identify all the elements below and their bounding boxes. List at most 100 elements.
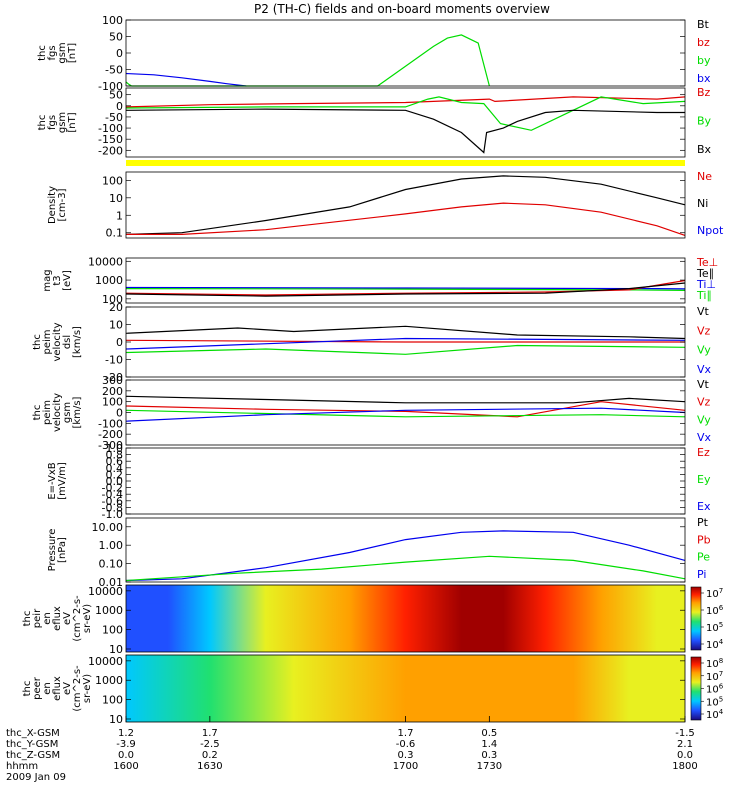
series-Te∥ [125, 282, 686, 297]
y-tick-label: -50 [105, 111, 123, 124]
legend-Bz: Bz [697, 86, 711, 99]
y-tick-label: 0.01 [99, 576, 124, 589]
series-Vx [125, 337, 686, 350]
y-tick-label: 0 [116, 47, 123, 60]
legend-Te∥: Te∥ [696, 267, 714, 280]
series-Bx [125, 108, 685, 154]
legend-Ni: Ni [697, 197, 708, 210]
y-axis-label: fgs [47, 115, 58, 130]
y-tick-label: 100 [102, 694, 123, 707]
y-tick-label: 0.10 [99, 558, 124, 571]
legend-bx: bx [697, 72, 711, 85]
series-Te⊥ [125, 279, 686, 296]
series-Vx [125, 407, 686, 422]
series-Ti⊥ [125, 286, 686, 290]
y-tick-label: 50 [109, 31, 123, 44]
panel-p9: 107 106 105 104 10000 1000 100 10 thc peir en eflux… [22, 584, 724, 656]
y-axis-label: peir [32, 608, 43, 628]
y-tick-label: 0 [116, 100, 123, 113]
panel-frame [125, 584, 686, 653]
y-tick-label: 100 [102, 624, 123, 637]
y-axis-label: eflux [52, 676, 63, 701]
legend-Pb: Pb [697, 533, 711, 546]
legend-Ti⊥: Ti⊥ [696, 278, 716, 291]
y-tick-label: 100 [102, 293, 123, 306]
legend-Ey: Ey [697, 473, 711, 486]
y-axis-label: en [42, 682, 53, 695]
y-axis-label: velocity [52, 393, 63, 432]
y-axis-label: [eV] [62, 270, 73, 291]
y-tick-label: 0.1 [106, 227, 124, 240]
colorbar-label: 104 [706, 638, 724, 651]
y-tick-label: 10000 [88, 655, 123, 668]
panel-p3: 100 10 1 0.1 Density [cm-3] Ne Ni Npot [47, 170, 724, 240]
y-axis-label: [nT] [67, 112, 78, 132]
series-Vt [125, 395, 686, 404]
y-tick-label: -20 [105, 371, 123, 384]
series-Vz [125, 339, 685, 343]
y-tick-label: -300 [98, 439, 123, 452]
legend-Ex: Ex [697, 500, 711, 513]
y-axis-label: t3 [52, 275, 63, 285]
y-tick-label: 10 [109, 319, 123, 332]
y-tick-label: 0.4 [106, 462, 124, 475]
legend-Ez: Ez [697, 446, 710, 459]
series-bx [125, 72, 247, 87]
panel-frame [125, 447, 686, 515]
legend-bz: bz [697, 36, 710, 49]
y-tick-label: 1000 [95, 604, 123, 617]
y-tick-label: 10000 [88, 255, 123, 268]
legend-Vt: Vt [697, 305, 710, 318]
y-tick-label: -200 [98, 144, 123, 157]
legend-Pi: Pi [697, 568, 706, 581]
legend-Vx: Vx [697, 363, 712, 376]
y-axis-label: dsl [62, 335, 73, 349]
series-Vy [125, 409, 686, 418]
y-axis-label: eV [62, 682, 73, 695]
colorbar-p9: 107 106 105 104 [690, 586, 724, 651]
y-axis-label: mag [42, 269, 53, 291]
y-axis-label: eV [62, 612, 73, 625]
y-tick-label: -0.2 [102, 482, 123, 495]
y-axis-label: thc [32, 405, 43, 421]
y-axis-label: sr-eV) [82, 604, 93, 633]
y-tick-label: -1.0 [102, 508, 123, 521]
y-tick-label: 20 [109, 301, 123, 314]
footer-row-label: thc_X-GSM [6, 728, 60, 739]
panel-p8: 10.00 1.00 0.10 0.01 Pressure [nPa] Pt Pb Pe Pi [47, 516, 711, 589]
legend-Vz: Vz [697, 396, 711, 409]
y-axis-label: [nT] [67, 43, 78, 63]
colorbar-label: 106 [706, 683, 724, 696]
y-axis-label: [km/s] [72, 326, 83, 358]
y-tick-label: 1.00 [99, 539, 124, 552]
legend-Bt: Bt [697, 18, 710, 31]
y-axis-label: thc [32, 334, 43, 350]
footer-value: 2.1 [677, 739, 693, 750]
panel-p4: 10000 1000 100 mag t3 [eV] Te⊥Te∥Ti⊥Ti∥ [42, 255, 718, 306]
colorbar-label: 105 [706, 695, 723, 708]
y-tick-label: 200 [102, 385, 123, 398]
y-tick-label: -100 [98, 122, 123, 135]
y-axis-label: thc [22, 681, 33, 697]
legend-Npot: Npot [697, 224, 724, 237]
heatmap-p9 [126, 585, 685, 652]
y-tick-label: -0.8 [102, 501, 123, 514]
y-axis-label: Density [47, 186, 58, 224]
series-by [125, 34, 490, 87]
panel-p1: 100 50 0 -50 -100 thc fgs gsm [nT] Bt bz by bx [37, 14, 711, 93]
y-tick-label: -10 [105, 354, 123, 367]
y-axis-label: peim [42, 329, 53, 354]
footer-value: -3.9 [116, 739, 136, 750]
series-Vz [125, 401, 686, 418]
y-tick-label: 1.0 [106, 442, 124, 455]
series-Ti∥ [125, 288, 686, 291]
y-tick-label: 0.6 [106, 455, 124, 468]
y-axis-label: en [42, 612, 53, 625]
footer-value: -2.5 [200, 739, 220, 750]
footer-value: 1630 [197, 761, 223, 772]
legend-Vx: Vx [697, 431, 712, 444]
legend-Vy: Vy [697, 413, 711, 426]
panel-frame [125, 87, 686, 158]
